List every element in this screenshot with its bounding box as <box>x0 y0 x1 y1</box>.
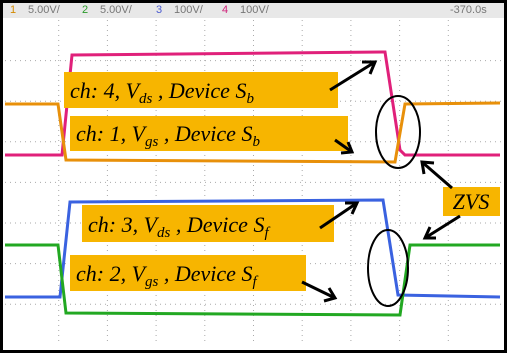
label-part: ch: 1, <box>76 121 132 146</box>
ch-scale: 5.00V/ <box>100 4 133 16</box>
ch-scale: 5.00V/ <box>28 4 61 16</box>
label-part: b <box>252 134 260 150</box>
ch-scale: 100V/ <box>240 4 270 16</box>
channel-label: ch: 4, Vds , Device Sb <box>70 78 254 107</box>
label-part: b <box>246 91 254 107</box>
ch-scale: 100V/ <box>174 4 204 16</box>
label-part: gs <box>145 134 159 150</box>
label-part: S <box>235 78 246 103</box>
label-part: ch: 3, <box>88 212 144 237</box>
channel-label: ch: 1, Vgs , Device Sb <box>76 121 260 150</box>
label-part: ds <box>157 225 171 241</box>
label-part: ch: 4, <box>70 78 126 103</box>
label-part: , Device <box>170 212 253 237</box>
time-offset: -370.0s <box>450 4 487 16</box>
ch-num: 3 <box>156 4 162 16</box>
label-part: ds <box>139 91 153 107</box>
label-part: , Device <box>158 121 241 146</box>
label-part: S <box>241 121 252 146</box>
ch-num: 2 <box>82 4 88 16</box>
zvs-label: ZVS <box>453 189 490 214</box>
label-part: S <box>253 212 264 237</box>
ch-num: 4 <box>222 4 228 16</box>
channel-label: ch: 2, Vgs , Device Sf <box>76 261 258 290</box>
scope-screenshot: 1 5.00V/ 2 5.00V/ 3 100V/ 4 100V/ -370.0… <box>0 0 507 353</box>
label-part: S <box>241 261 252 286</box>
label-part: gs <box>145 274 159 290</box>
label-part: , Device <box>152 78 235 103</box>
channel-label: ch: 3, Vds , Device Sf <box>88 212 270 241</box>
ch-num: 1 <box>10 4 16 16</box>
label-part: ch: 2, <box>76 261 132 286</box>
label-part: , Device <box>158 261 241 286</box>
